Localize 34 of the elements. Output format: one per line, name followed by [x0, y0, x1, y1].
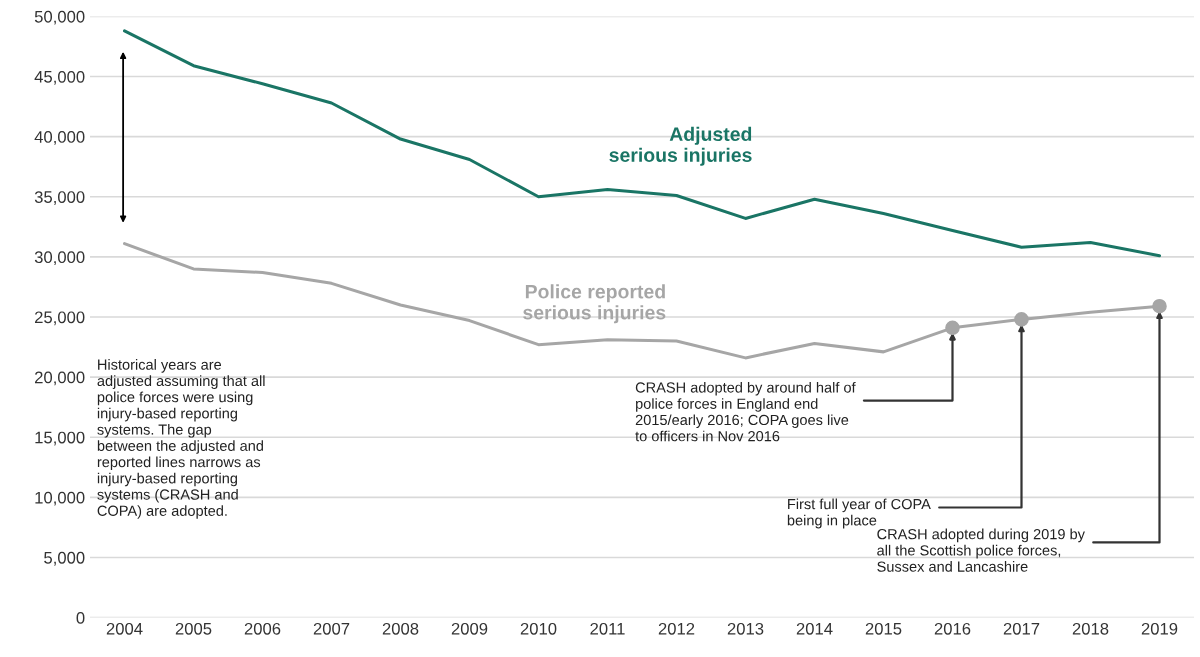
y-tick-label: 10,000 — [35, 491, 85, 506]
x-tick-label: 2008 — [382, 622, 419, 635]
series-label: Adjusted serious injuries — [609, 126, 752, 166]
annotation: CRASH adopted during 2019 by all the Scottish police forces, Sussex and Lancashire — [877, 528, 1085, 572]
x-tick-label: 2011 — [590, 622, 625, 635]
y-tick-label: 15,000 — [35, 431, 85, 446]
x-tick-label: 2005 — [175, 622, 212, 635]
annotation: First full year of COPA being in place — [787, 498, 931, 529]
x-tick-label: 2007 — [313, 622, 350, 635]
y-tick-label: 40,000 — [34, 131, 85, 145]
x-tick-label: 2014 — [796, 622, 833, 635]
y-tick-label: 25,000 — [35, 311, 85, 326]
y-tick-label: 50,000 — [34, 10, 85, 25]
y-tick-label: 35,000 — [34, 191, 85, 205]
y-tick-label: 30,000 — [34, 251, 85, 266]
x-tick-label: 2017 — [1003, 622, 1040, 635]
x-tick-label: 2013 — [727, 622, 764, 635]
y-tick-label: 0 — [76, 611, 85, 624]
text: Historical years are adjusted assuming that all police forces were using injury-based reporting systems. The gap between the adjusted and reported lines narrows as injury-based reporting systems (CRASH and COPA) are adopted. — [97, 359, 265, 519]
line-series — [122, 29, 1162, 258]
x-tick-label: 2009 — [451, 622, 488, 635]
x-tick-label: 2019 — [1141, 622, 1178, 635]
series-label: Police reported serious injuries — [523, 284, 666, 324]
y-tick-label: 20,000 — [35, 371, 85, 386]
x-tick-label: 2018 — [1072, 622, 1109, 635]
x-tick-label: 2012 — [658, 622, 695, 635]
x-tick-label: 2004 — [106, 622, 143, 635]
x-tick-label: 2015 — [865, 622, 902, 635]
x-tick-label: 2006 — [244, 622, 281, 635]
x-tick-label: 2016 — [934, 622, 971, 635]
y-tick-label: 5,000 — [44, 551, 85, 566]
annotation: CRASH adopted by around half of police forces in England end 2015/early 2016; COPA goes live to officers in Nov 2016 — [635, 381, 856, 442]
y-tick-label: 45,000 — [34, 70, 85, 85]
x-tick-label: 2010 — [520, 622, 557, 635]
